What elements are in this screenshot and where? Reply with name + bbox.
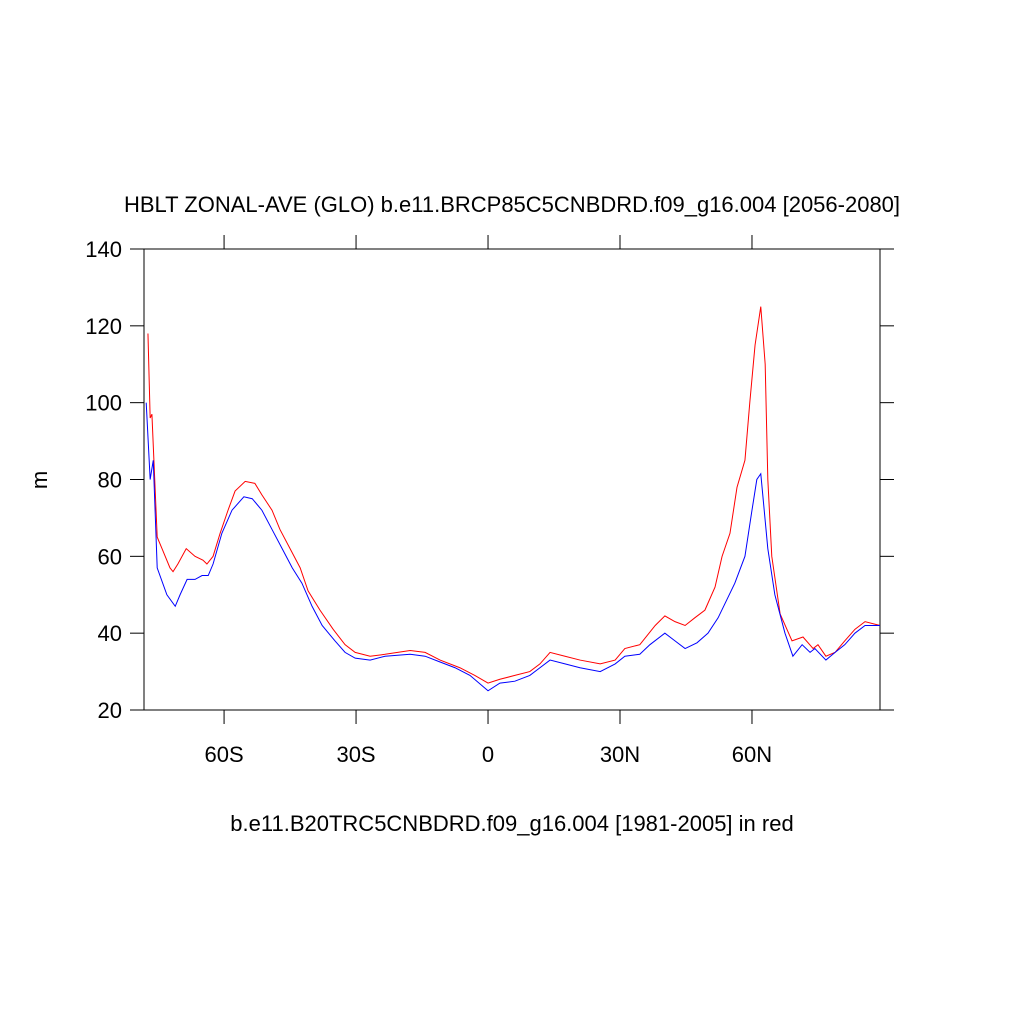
x-tick-label: 30S: [336, 742, 375, 767]
x-tick-label: 60S: [204, 742, 243, 767]
data-line: [147, 306, 881, 684]
y-tick-label: 80: [98, 468, 122, 493]
y-tick-label: 60: [98, 544, 122, 569]
data-line: [145, 402, 880, 692]
y-tick-label: 40: [98, 621, 122, 646]
y-tick-label: 120: [85, 314, 122, 339]
x-tick-label: 60N: [732, 742, 772, 767]
x-axis-label: b.e11.B20TRC5CNBDRD.f09_g16.004 [1981-20…: [230, 811, 793, 836]
plot-frame: [143, 248, 881, 711]
y-tick-label: 20: [98, 698, 122, 723]
y-tick-label: 100: [85, 391, 122, 416]
x-tick-label: 30N: [600, 742, 640, 767]
y-tick-label: 140: [85, 237, 122, 262]
x-tick-label: 0: [482, 742, 494, 767]
chart-title: HBLT ZONAL-AVE (GLO) b.e11.BRCP85C5CNBDR…: [124, 192, 900, 217]
y-axis-label: m: [27, 471, 52, 489]
